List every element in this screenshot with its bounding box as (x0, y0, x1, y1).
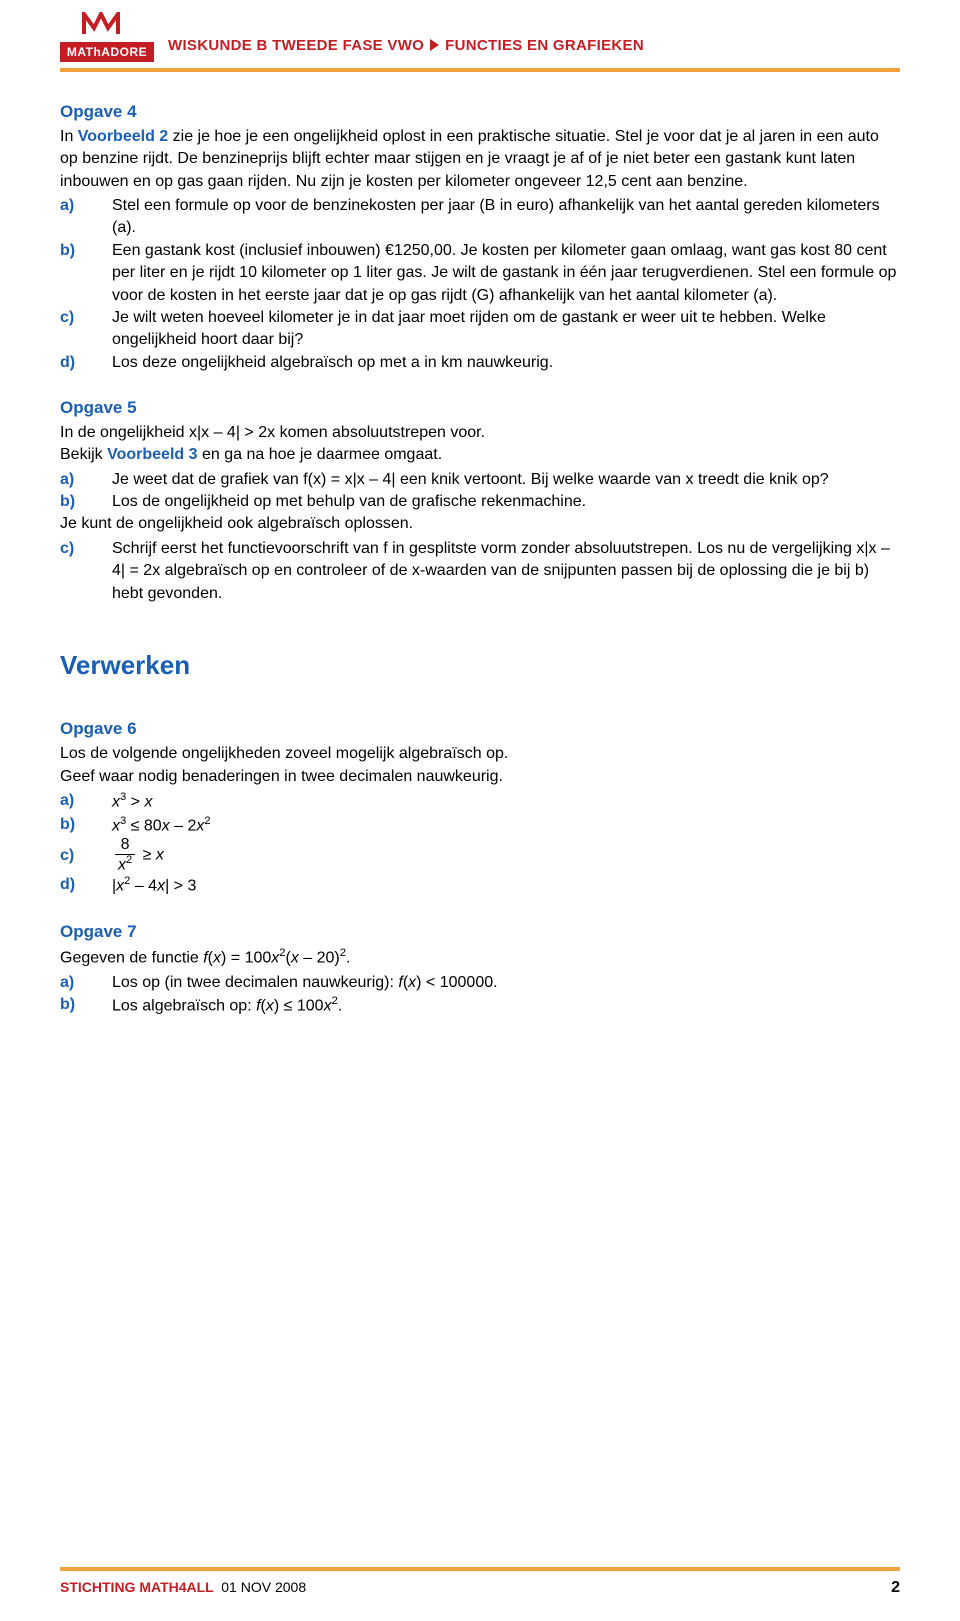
page: MAThADORE WISKUNDE B TWEEDE FASE VWO FUN… (0, 0, 960, 1621)
footer-date-text: 01 NOV 2008 (221, 1579, 306, 1595)
header-left: WISKUNDE B TWEEDE FASE VWO (168, 35, 424, 56)
text: Je wilt weten hoeveel kilometer je in da… (112, 309, 826, 348)
header-right: FUNCTIES EN GRAFIEKEN (445, 35, 644, 56)
footer-org: STICHTING MATH4ALL (60, 1579, 213, 1595)
item-text: Los algebraïsch op: f(x) ≤ 100x2. (112, 994, 900, 1018)
chevron-right-icon (430, 39, 439, 51)
item-text: Een gastank kost (inclusief inbouwen) €1… (112, 240, 900, 307)
opgave4-b: b) Een gastank kost (inclusief inbouwen)… (60, 240, 900, 307)
item-label: b) (60, 994, 112, 1016)
text: Los de ongelijkheid op met behulp van de… (112, 493, 586, 510)
item-label: d) (60, 874, 112, 896)
opgave6-title: Opgave 6 (60, 717, 900, 741)
text-fragment: zie je hoe je een ongelijkheid oplost in… (168, 128, 610, 145)
opgave4-a: a) Stel een formule op voor de benzineko… (60, 195, 900, 240)
link-voorbeeld3[interactable]: Voorbeeld 3 (107, 446, 197, 463)
header-breadcrumb: WISKUNDE B TWEEDE FASE VWO FUNCTIES EN G… (168, 35, 644, 56)
opgave5-intro2: Bekijk Voorbeeld 3 en ga na hoe je daarm… (60, 444, 900, 466)
opgave6-d: d) |x2 – 4x| > 3 (60, 874, 900, 898)
item-label: c) (60, 307, 112, 329)
item-label: a) (60, 972, 112, 994)
item-text: x3 > x (112, 790, 900, 814)
opgave5-c: c) Schrijf eerst het functievoorschrift … (60, 538, 900, 605)
opgave6-items: a) x3 > x b) x3 ≤ 80x – 2x2 c) 8x2 ≥ x d… (60, 790, 900, 898)
item-text: 8x2 ≥ x (112, 837, 900, 874)
item-text: Los deze ongelijkheid algebraïsch op met… (112, 352, 900, 374)
opgave5-intro1: In de ongelijkheid x|x – 4| > 2x komen a… (60, 422, 900, 444)
opgave5-title: Opgave 5 (60, 396, 900, 420)
opgave6-intro2: Geef waar nodig benaderingen in twee dec… (60, 766, 900, 788)
item-text: Je wilt weten hoeveel kilometer je in da… (112, 307, 900, 352)
item-text: Je weet dat de grafiek van f(x) = x|x – … (112, 469, 900, 491)
header-rule (60, 68, 900, 72)
opgave6-a: a) x3 > x (60, 790, 900, 814)
opgave5-items: a) Je weet dat de grafiek van f(x) = x|x… (60, 469, 900, 514)
item-label: d) (60, 352, 112, 374)
opgave4-d: d) Los deze ongelijkheid algebraïsch op … (60, 352, 900, 374)
footer-left: STICHTING MATH4ALL 01 NOV 2008 (60, 1578, 306, 1598)
text: Een gastank kost (inclusief inbouwen) €1… (112, 242, 896, 304)
text: In de ongelijkheid x|x – 4| > 2x komen a… (60, 424, 485, 441)
item-text: Los de ongelijkheid op met behulp van de… (112, 491, 900, 513)
opgave4-title: Opgave 4 (60, 100, 900, 124)
opgave5-mid: Je kunt de ongelijkheid ook algebraïsch … (60, 513, 900, 535)
text: Stel een formule op voor de benzinekoste… (112, 197, 880, 236)
item-label: c) (60, 538, 112, 560)
opgave6-c: c) 8x2 ≥ x (60, 837, 900, 874)
opgave4-c: c) Je wilt weten hoeveel kilometer je in… (60, 307, 900, 352)
item-text: x3 ≤ 80x – 2x2 (112, 814, 900, 838)
item-label: b) (60, 814, 112, 836)
text-fragment: In (60, 128, 78, 145)
text: Je weet dat de grafiek van f(x) = x|x – … (112, 471, 829, 488)
item-label: b) (60, 240, 112, 262)
footer-page: 2 (891, 1577, 900, 1599)
text-fragment: Bekijk (60, 446, 107, 463)
opgave7-items: a) Los op (in twee decimalen nauwkeurig)… (60, 972, 900, 1018)
logo-m-icon (82, 12, 120, 34)
footer-row: STICHTING MATH4ALL 01 NOV 2008 2 (60, 1577, 900, 1599)
section-verwerken: Verwerken (60, 647, 900, 683)
opgave5-a: a) Je weet dat de grafiek van f(x) = x|x… (60, 469, 900, 491)
item-text: Los op (in twee decimalen nauwkeurig): f… (112, 972, 900, 994)
item-label: a) (60, 195, 112, 217)
link-voorbeeld2[interactable]: Voorbeeld 2 (78, 128, 168, 145)
text: Schrijf eerst het functievoorschrift van… (112, 540, 890, 602)
text: Los deze ongelijkheid algebraïsch op met… (112, 354, 553, 371)
opgave5-items2: c) Schrijf eerst het functievoorschrift … (60, 538, 900, 605)
opgave7-intro: Gegeven de functie f(x) = 100x2(x – 20)2… (60, 946, 900, 970)
opgave5-b: b) Los de ongelijkheid op met behulp van… (60, 491, 900, 513)
text-fragment: en ga na hoe je daarmee omgaat. (198, 446, 443, 463)
item-label: c) (60, 845, 112, 867)
item-label: a) (60, 469, 112, 491)
item-text: |x2 – 4x| > 3 (112, 874, 900, 898)
item-label: a) (60, 790, 112, 812)
opgave4-items: a) Stel een formule op voor de benzineko… (60, 195, 900, 374)
item-text: Schrijf eerst het functievoorschrift van… (112, 538, 900, 605)
item-text: Stel een formule op voor de benzinekoste… (112, 195, 900, 240)
logo-text: MAThADORE (60, 42, 154, 62)
opgave4-intro: In Voorbeeld 2 zie je hoe je een ongelij… (60, 126, 900, 193)
opgave6-b: b) x3 ≤ 80x – 2x2 (60, 814, 900, 838)
opgave6-intro1: Los de volgende ongelijkheden zoveel mog… (60, 743, 900, 765)
opgave7-b: b) Los algebraïsch op: f(x) ≤ 100x2. (60, 994, 900, 1018)
footer-rule (60, 1567, 900, 1571)
footer: STICHTING MATH4ALL 01 NOV 2008 2 (60, 1567, 900, 1599)
opgave7-title: Opgave 7 (60, 920, 900, 944)
opgave7-a: a) Los op (in twee decimalen nauwkeurig)… (60, 972, 900, 994)
header-row: MAThADORE WISKUNDE B TWEEDE FASE VWO FUN… (60, 28, 900, 62)
logo: MAThADORE (60, 28, 154, 62)
item-label: b) (60, 491, 112, 513)
